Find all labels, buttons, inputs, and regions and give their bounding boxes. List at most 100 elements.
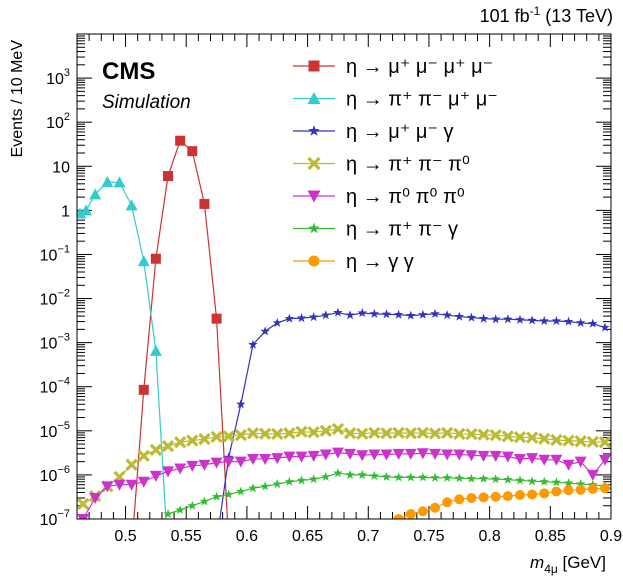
data-point <box>307 426 320 439</box>
y-tick-label: 10 <box>52 159 70 176</box>
data-point <box>113 479 126 491</box>
simulation-label: Simulation <box>102 92 191 113</box>
data-point <box>393 514 404 519</box>
data-point <box>356 427 369 440</box>
data-point <box>163 508 173 519</box>
x-axis-label: m4μ [GeV] <box>530 553 606 576</box>
y-tick-label: 10−3 <box>40 332 70 353</box>
data-point <box>550 433 563 447</box>
data-point <box>575 484 586 495</box>
data-point <box>174 436 187 449</box>
data-point <box>513 453 526 465</box>
data-point <box>527 315 537 325</box>
data-point <box>174 463 187 475</box>
x-tick-label: 0.8 <box>479 528 501 545</box>
data-point <box>89 492 102 504</box>
data-point <box>466 492 477 503</box>
data-point <box>588 318 598 328</box>
legend-marker <box>308 125 320 136</box>
y-tick-label: 10−7 <box>40 508 70 529</box>
data-point <box>563 478 574 488</box>
data-point <box>211 313 222 324</box>
data-point <box>357 308 367 318</box>
data-point <box>418 309 428 319</box>
y-tick-label: 10−6 <box>40 464 70 485</box>
legend-marker <box>308 222 320 234</box>
data-point <box>308 312 319 322</box>
data-point <box>404 427 417 440</box>
data-point <box>466 312 477 322</box>
data-point <box>89 188 102 200</box>
data-point <box>331 422 345 436</box>
data-point <box>527 476 537 486</box>
data-point <box>368 426 381 439</box>
data-point <box>333 468 343 478</box>
data-point <box>562 459 575 471</box>
legend-entry: η → γ γ <box>293 251 414 273</box>
legend-label: η → γ γ <box>346 251 414 273</box>
data-point <box>539 315 550 326</box>
data-point <box>454 473 465 483</box>
data-point <box>319 424 332 437</box>
data-point <box>258 427 272 440</box>
data-point <box>550 454 563 466</box>
data-point <box>489 428 502 442</box>
data-point <box>248 339 258 349</box>
data-point <box>284 476 295 486</box>
data-point <box>307 450 320 462</box>
data-point <box>598 454 611 466</box>
data-point <box>137 449 150 463</box>
data-point <box>321 310 331 320</box>
data-point <box>260 481 270 491</box>
series-6 <box>393 483 610 519</box>
data-point <box>345 310 355 320</box>
y-tick-label: 102 <box>46 111 70 132</box>
data-point <box>575 317 586 327</box>
data-point <box>295 451 308 463</box>
data-point <box>331 447 344 459</box>
legend: η → μ⁺ μ⁻ μ⁺ μ⁻ η → π⁺ π⁻ μ⁺ μ⁻ η → μ⁺ μ⁻ … <box>293 56 498 273</box>
data-point <box>454 494 465 505</box>
data-point <box>271 427 284 441</box>
data-point <box>539 488 550 499</box>
data-point <box>429 448 442 460</box>
data-point <box>162 466 175 478</box>
data-point <box>515 314 525 324</box>
x-tick-label: 0.65 <box>292 528 323 545</box>
y-tick-label: 10−1 <box>40 243 70 264</box>
data-point <box>587 483 598 494</box>
data-point <box>489 450 502 462</box>
data-point <box>113 176 126 188</box>
data-point <box>186 460 199 472</box>
data-point <box>283 427 296 440</box>
series-layer <box>77 135 611 519</box>
data-point <box>478 473 489 483</box>
data-point <box>246 427 260 440</box>
data-point <box>490 491 501 502</box>
data-point <box>175 135 186 146</box>
data-point <box>248 483 258 493</box>
data-point <box>393 309 404 319</box>
data-point <box>283 451 296 463</box>
data-point <box>392 448 405 460</box>
data-point <box>381 471 392 481</box>
data-point <box>284 313 295 323</box>
data-point <box>416 426 430 439</box>
data-point <box>503 474 513 484</box>
data-point <box>453 449 466 461</box>
legend-label: η → π⁰ π⁰ π⁰ <box>346 186 465 208</box>
data-point <box>260 326 270 336</box>
data-point <box>295 425 308 438</box>
data-point <box>381 309 392 319</box>
data-point <box>234 428 247 442</box>
data-point <box>502 491 513 502</box>
series-0 <box>133 135 229 519</box>
data-point <box>477 450 490 462</box>
plot-frame <box>76 33 612 520</box>
data-point <box>125 458 138 471</box>
cms-label: CMS <box>102 58 155 85</box>
data-point <box>236 399 246 409</box>
data-point <box>198 432 211 446</box>
data-point <box>465 428 478 441</box>
x-tick-label: 0.7 <box>357 528 379 545</box>
